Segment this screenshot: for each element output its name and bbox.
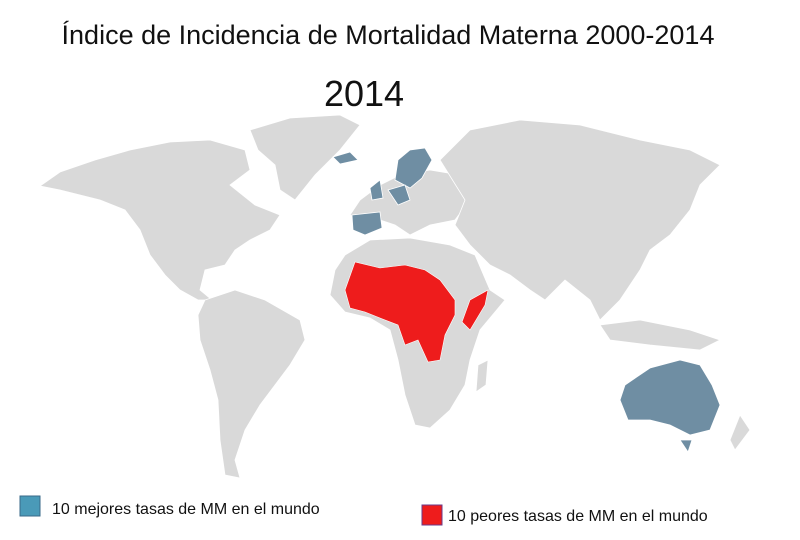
new-zealand [729, 414, 751, 451]
scandinavia [394, 147, 433, 189]
uk-ireland [369, 179, 384, 201]
legend-label: 10 peores tasas de MM en el mundo [448, 508, 708, 525]
south-america [197, 289, 306, 479]
iceland [332, 151, 359, 165]
title: Índice de Incidencia de Mortalidad Mater… [62, 20, 715, 50]
world-map [39, 114, 751, 479]
year: 2014 [324, 73, 404, 114]
tasmania [679, 439, 693, 453]
greenland [249, 114, 361, 201]
central-europe [387, 184, 411, 206]
legend-label: 10 mejores tasas de MM en el mundo [52, 501, 320, 518]
sahel-central-africa [344, 261, 456, 363]
legend: 10 mejores tasas de MM en el mundo 10 pe… [19, 495, 708, 526]
legend-swatch-worst [421, 504, 443, 526]
legend-swatch-best [19, 495, 41, 517]
madagascar [475, 359, 489, 393]
spain [351, 211, 383, 236]
north-america [39, 139, 281, 301]
asia [439, 119, 721, 321]
australia [619, 359, 721, 436]
somalia [461, 289, 489, 331]
southeast-islands [599, 319, 722, 351]
